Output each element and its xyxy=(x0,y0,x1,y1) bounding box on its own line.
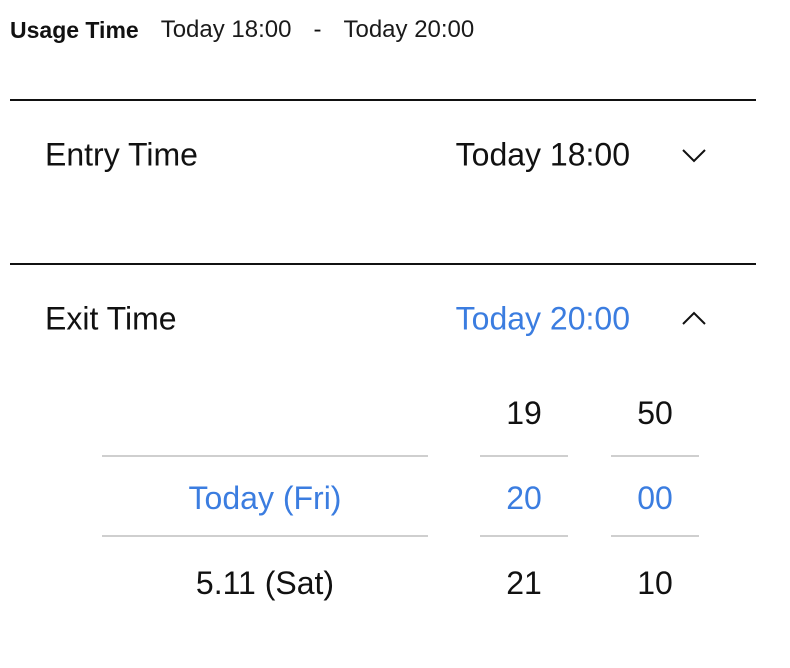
divider xyxy=(10,263,756,265)
minute-option[interactable]: 10 xyxy=(637,565,673,601)
selection-line-bottom xyxy=(480,535,568,537)
usage-time-summary: Usage Time Today 18:00 - Today 20:00 xyxy=(10,14,474,46)
chevron-up-icon[interactable] xyxy=(680,305,708,333)
entry-time-label: Entry Time xyxy=(45,136,198,173)
entry-time-value: Today 18:00 xyxy=(455,136,630,173)
day-wheel[interactable]: Today (Fri) 5.11 (Sat) xyxy=(102,380,428,620)
day-option-selected[interactable]: Today (Fri) xyxy=(188,480,342,516)
exit-time-row[interactable]: Exit Time Today 20:00 xyxy=(0,289,790,349)
day-option[interactable] xyxy=(102,383,428,443)
divider xyxy=(10,99,756,101)
selection-line-top xyxy=(611,455,699,457)
selection-line-top xyxy=(480,455,568,457)
day-option[interactable]: 5.11 (Sat) xyxy=(195,565,335,601)
usage-end-time: Today 20:00 xyxy=(343,16,475,43)
entry-time-row[interactable]: Entry Time Today 18:00 xyxy=(0,125,790,185)
exit-time-value: Today 20:00 xyxy=(455,300,630,337)
minute-option[interactable]: 50 xyxy=(637,395,673,431)
selection-line-bottom xyxy=(102,535,428,537)
exit-time-picker[interactable]: Today (Fri) 5.11 (Sat) 19 20 21 50 00 10 xyxy=(0,380,790,620)
chevron-down-icon[interactable] xyxy=(680,141,708,169)
usage-start-time: Today 18:00 xyxy=(160,16,292,43)
hour-option-selected[interactable]: 20 xyxy=(506,480,542,516)
hour-option[interactable]: 19 xyxy=(506,395,542,431)
usage-time-separator: - xyxy=(313,16,322,43)
selection-line-top xyxy=(102,455,428,457)
hour-option[interactable]: 21 xyxy=(506,565,542,601)
exit-time-label: Exit Time xyxy=(45,300,177,337)
selection-line-bottom xyxy=(611,535,699,537)
usage-time-label: Usage Time xyxy=(10,16,139,43)
hour-wheel[interactable]: 19 20 21 xyxy=(480,380,568,620)
minute-wheel[interactable]: 50 00 10 xyxy=(611,380,699,620)
minute-option-selected[interactable]: 00 xyxy=(637,480,673,516)
